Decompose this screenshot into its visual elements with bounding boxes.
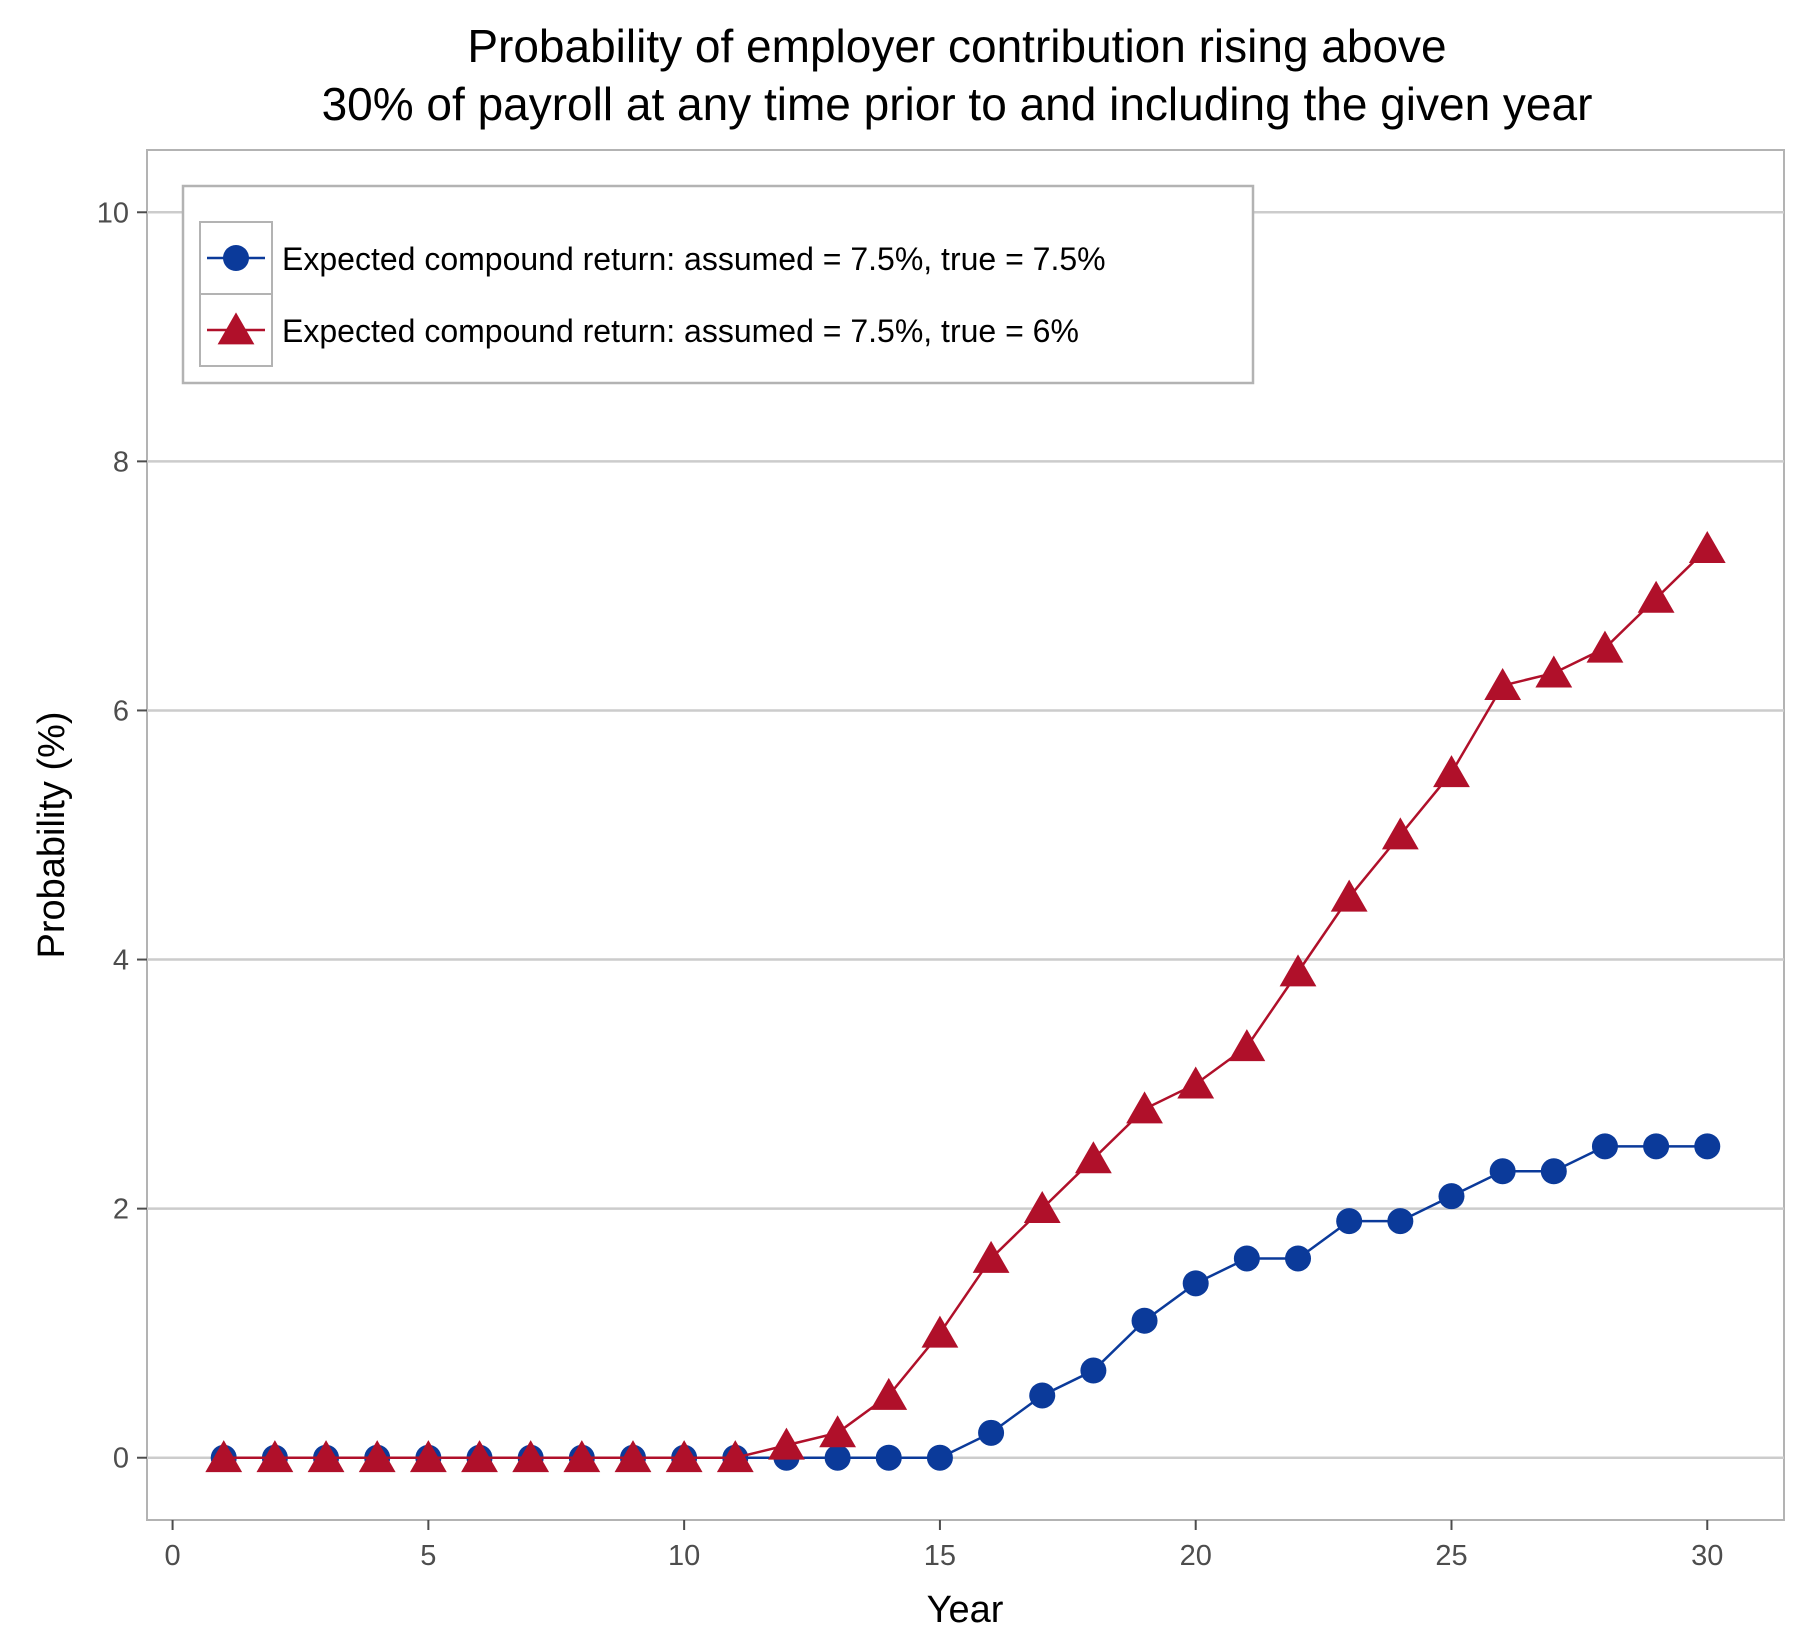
data-point-series-2 [1381, 817, 1419, 850]
data-point-series-1 [1080, 1357, 1107, 1384]
data-point-series-2 [1586, 630, 1624, 663]
data-point-series-2 [563, 1440, 601, 1473]
x-tick-label: 15 [924, 1540, 956, 1572]
data-point-series-2 [921, 1315, 959, 1348]
x-tick-label: 5 [420, 1540, 436, 1572]
data-point-series-1 [1643, 1133, 1670, 1160]
data-point-series-2 [256, 1440, 294, 1473]
data-point-series-2 [1637, 580, 1675, 613]
data-point-series-1 [1591, 1133, 1618, 1160]
data-point-series-2 [1330, 879, 1368, 912]
data-point-series-1 [1285, 1245, 1312, 1272]
data-point-series-2 [409, 1440, 447, 1473]
data-point-series-1 [978, 1419, 1005, 1446]
legend-key-marker-1 [223, 245, 249, 271]
x-tick-label: 20 [1180, 1540, 1212, 1572]
y-tick-label: 0 [113, 1443, 129, 1475]
legend-box [181, 184, 1255, 385]
data-point-series-1 [1387, 1208, 1414, 1235]
data-point-series-2 [1535, 655, 1573, 688]
data-point-series-1 [1233, 1245, 1260, 1272]
data-point-series-1 [1336, 1208, 1363, 1235]
y-tick-label: 10 [97, 197, 129, 229]
y-axis-title: Probability (%) [31, 711, 73, 958]
legend-label-2: Expected compound return: assumed = 7.5%… [282, 313, 1079, 349]
x-tick-label: 25 [1435, 1540, 1467, 1572]
legend: Expected compound return: assumed = 7.5%… [181, 184, 1255, 385]
data-point-series-2 [665, 1440, 703, 1473]
data-point-series-2 [205, 1440, 243, 1473]
data-point-series-2 [1023, 1191, 1061, 1224]
y-tick-label: 6 [113, 695, 129, 727]
data-point-series-2 [1688, 530, 1726, 563]
y-tick-label: 4 [113, 945, 129, 977]
data-point-series-2 [1484, 667, 1522, 700]
data-point-series-2 [461, 1440, 498, 1473]
data-point-series-1 [1489, 1158, 1516, 1185]
x-tick-label: 0 [165, 1540, 181, 1572]
y-tick-label: 8 [113, 446, 129, 478]
data-point-series-2 [358, 1440, 396, 1473]
data-point-series-2 [614, 1440, 652, 1473]
data-point-series-2 [1433, 755, 1470, 788]
data-point-series-1 [926, 1444, 953, 1471]
data-point-series-1 [1182, 1270, 1209, 1297]
data-point-series-2 [1279, 954, 1317, 987]
x-tick-label: 30 [1691, 1540, 1723, 1572]
data-point-series-2 [768, 1427, 805, 1460]
data-point-series-2 [870, 1377, 908, 1410]
chart-title-line-1: Probability of employer contribution ris… [467, 20, 1446, 72]
legend-label-1: Expected compound return: assumed = 7.5%… [282, 241, 1106, 277]
y-tick-label: 2 [113, 1194, 129, 1226]
data-point-series-2 [1228, 1029, 1266, 1062]
legend-key-marker-2 [217, 312, 255, 345]
data-point-series-2 [307, 1440, 345, 1473]
axes: 0 2 4 6 8 10 0 5 10 15 20 25 30 [97, 197, 1724, 1572]
chart-title-line-2: 30% of payroll at any time prior to and … [322, 78, 1593, 130]
series-layer [205, 530, 1726, 1473]
data-point-series-2 [819, 1415, 857, 1448]
data-point-series-2 [1177, 1066, 1215, 1099]
data-point-series-1 [824, 1444, 851, 1471]
data-point-series-1 [1131, 1307, 1158, 1334]
data-point-series-1 [1438, 1183, 1465, 1210]
x-tick-label: 10 [668, 1540, 700, 1572]
data-point-series-2 [512, 1440, 550, 1473]
data-point-series-2 [1126, 1091, 1163, 1124]
data-point-series-1 [1694, 1133, 1721, 1160]
legend-keys [207, 245, 265, 345]
data-point-series-2 [1074, 1141, 1112, 1174]
data-point-series-1 [1540, 1158, 1567, 1185]
data-point-series-1 [1029, 1382, 1056, 1409]
data-point-series-2 [716, 1440, 754, 1473]
x-axis-title: Year [927, 1589, 1004, 1631]
data-point-series-1 [875, 1444, 902, 1471]
data-point-series-2 [972, 1240, 1010, 1273]
